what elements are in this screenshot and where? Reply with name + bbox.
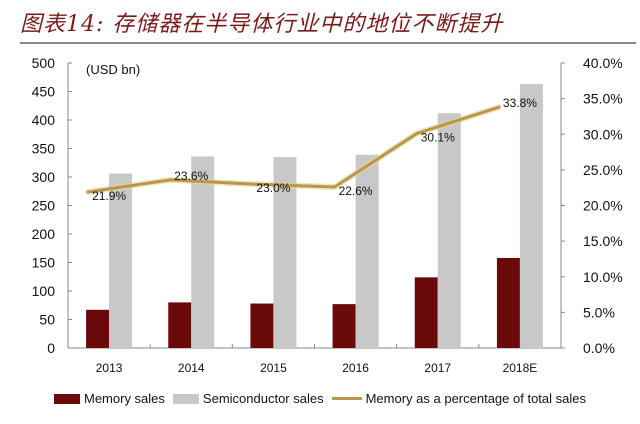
percentage-data-label: 33.8% — [503, 96, 537, 110]
right-tick-label: 25.0% — [583, 162, 623, 178]
right-tick-label: 5.0% — [583, 304, 615, 320]
combo-chart: 0 50 100 150 200 250 300 350 400 450 500 0.0% 5.0% 10… — [32, 55, 623, 375]
left-tick-label: 350 — [32, 141, 56, 157]
semiconductor-bar — [437, 113, 461, 348]
left-tick-label: 150 — [32, 255, 56, 271]
memory-bar — [332, 304, 356, 348]
percentage-data-label: 21.9% — [92, 189, 126, 203]
left-tick-label: 100 — [32, 283, 56, 299]
percentage-data-label: 23.0% — [256, 181, 290, 195]
left-tick-label: 0 — [47, 340, 55, 356]
left-tick-label: 500 — [32, 55, 56, 71]
legend-item-percentage: Memory as a percentage of total sales — [331, 391, 586, 406]
memory-swatch — [54, 393, 80, 404]
legend-label-memory: Memory sales — [84, 391, 165, 406]
semiconductor-bar — [273, 157, 297, 348]
percentage-data-label: 23.6% — [174, 169, 208, 183]
memory-bar — [250, 303, 274, 348]
percentage-line-swatch — [331, 397, 362, 400]
legend-item-semiconductor: Semiconductor sales — [172, 391, 324, 406]
semiconductor-bar — [519, 84, 543, 348]
left-tick-label: 50 — [39, 312, 55, 328]
right-tick-label: 10.0% — [583, 269, 623, 285]
title-divider — [20, 42, 636, 44]
right-tick-label: 20.0% — [583, 198, 623, 214]
chart-title: 图表14: 存储器在半导体行业中的地位不断提升 — [20, 12, 504, 37]
left-tick-label: 450 — [32, 84, 56, 100]
chart-legend: Memory sales Semiconductor sales Memory … — [0, 391, 640, 406]
percentage-data-label: 30.1% — [421, 131, 455, 145]
category-label: 2016 — [342, 361, 369, 375]
semiconductor-bar — [191, 156, 215, 348]
semiconductor-swatch — [172, 393, 199, 404]
legend-item-memory: Memory sales — [54, 391, 165, 406]
right-tick-label: 15.0% — [583, 233, 623, 249]
memory-bar — [496, 257, 520, 348]
legend-label-percentage: Memory as a percentage of total sales — [365, 391, 586, 406]
left-tick-label: 250 — [32, 198, 56, 214]
right-tick-label: 0.0% — [583, 340, 615, 356]
right-tick-label: 40.0% — [583, 55, 623, 71]
left-tick-label: 400 — [32, 112, 56, 128]
category-label: 2014 — [178, 361, 205, 375]
legend-label-semiconductor: Semiconductor sales — [202, 391, 324, 406]
category-label: 2017 — [424, 361, 451, 375]
left-tick-label: 200 — [32, 226, 56, 242]
left-tick-label: 300 — [32, 169, 56, 185]
semiconductor-bar — [355, 154, 379, 348]
right-tick-label: 35.0% — [583, 91, 623, 107]
right-tick-label: 30.0% — [583, 126, 623, 142]
memory-bar — [86, 309, 110, 348]
percentage-data-label: 22.6% — [339, 184, 373, 198]
category-label: 2018E — [503, 361, 538, 375]
memory-bar — [414, 277, 438, 348]
memory-bar — [168, 302, 192, 348]
category-label: 2015 — [260, 361, 287, 375]
unit-label: (USD bn) — [86, 62, 140, 77]
percentage-line — [86, 105, 501, 194]
category-label: 2013 — [96, 361, 123, 375]
semiconductor-bar — [109, 173, 133, 348]
